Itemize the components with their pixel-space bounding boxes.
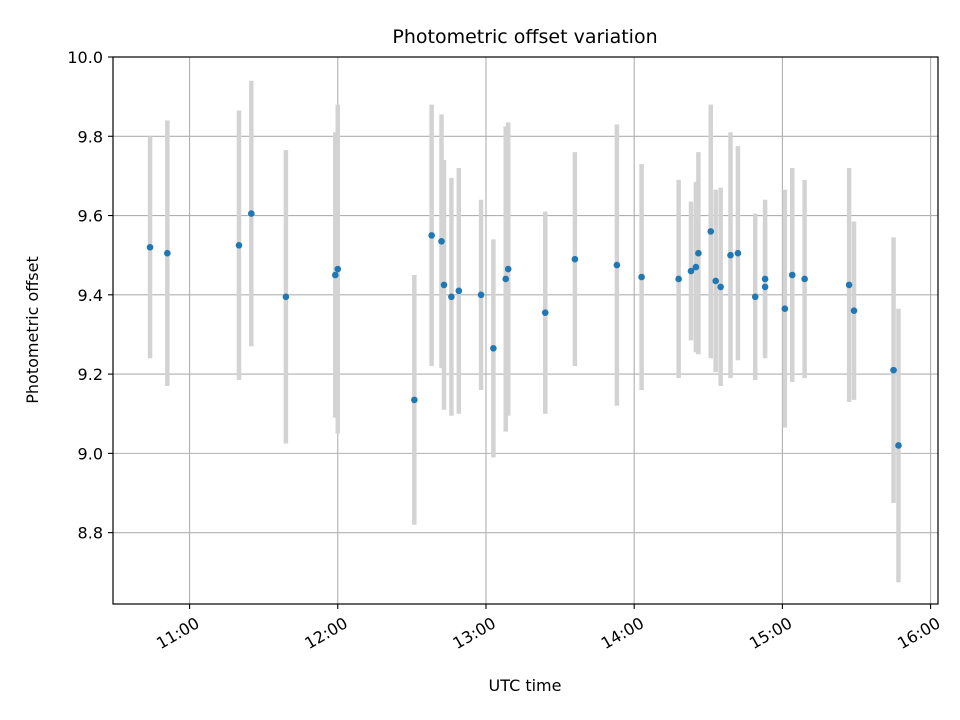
data-point: [695, 249, 702, 257]
data-point: [164, 249, 171, 257]
y-tick-label: 9.6: [78, 207, 103, 226]
y-tick-label: 9.2: [78, 365, 103, 384]
data-point: [675, 275, 682, 283]
chart-title: Photometric offset variation: [392, 26, 657, 48]
data-point: [504, 265, 512, 273]
data-point: [845, 281, 853, 289]
data-point: [638, 273, 645, 281]
y-axis-label: Photometric offset: [23, 256, 42, 404]
data-point: [502, 275, 510, 283]
y-tick-label: 8.8: [78, 524, 103, 543]
data-points: [146, 210, 902, 449]
data-point: [448, 293, 455, 301]
y-tick-label: 10.0: [67, 48, 103, 67]
data-point: [332, 271, 339, 279]
data-point: [788, 271, 796, 279]
data-point: [235, 241, 243, 249]
data-point: [895, 442, 902, 449]
data-point: [571, 255, 579, 263]
data-point: [850, 307, 858, 314]
y-tick-label: 9.4: [78, 286, 103, 305]
data-point: [717, 283, 724, 291]
data-point: [490, 345, 497, 352]
plot-frame: [112, 56, 939, 605]
data-point: [613, 261, 621, 269]
data-point: [707, 228, 715, 235]
data-point: [411, 396, 418, 404]
data-point: [146, 243, 154, 251]
data-point: [334, 265, 342, 273]
y-tick-label: 9.8: [78, 127, 103, 146]
data-point: [438, 238, 445, 245]
data-point: [751, 293, 759, 301]
y-tick-label: 9.0: [78, 444, 103, 463]
data-point: [455, 287, 463, 295]
data-point: [477, 291, 485, 299]
data-point: [781, 305, 789, 312]
data-point: [440, 281, 448, 289]
data-point: [687, 267, 695, 275]
data-point: [428, 232, 435, 239]
data-point: [734, 249, 742, 257]
data-point: [727, 251, 734, 259]
data-point: [541, 309, 549, 316]
data-point: [248, 210, 255, 217]
data-point: [801, 275, 808, 283]
data-point: [282, 293, 290, 301]
x-axis-label: UTC time: [489, 676, 562, 695]
data-point: [712, 277, 719, 285]
data-point: [692, 263, 700, 271]
data-point: [761, 283, 769, 291]
data-point: [761, 275, 769, 283]
data-point: [890, 366, 897, 374]
